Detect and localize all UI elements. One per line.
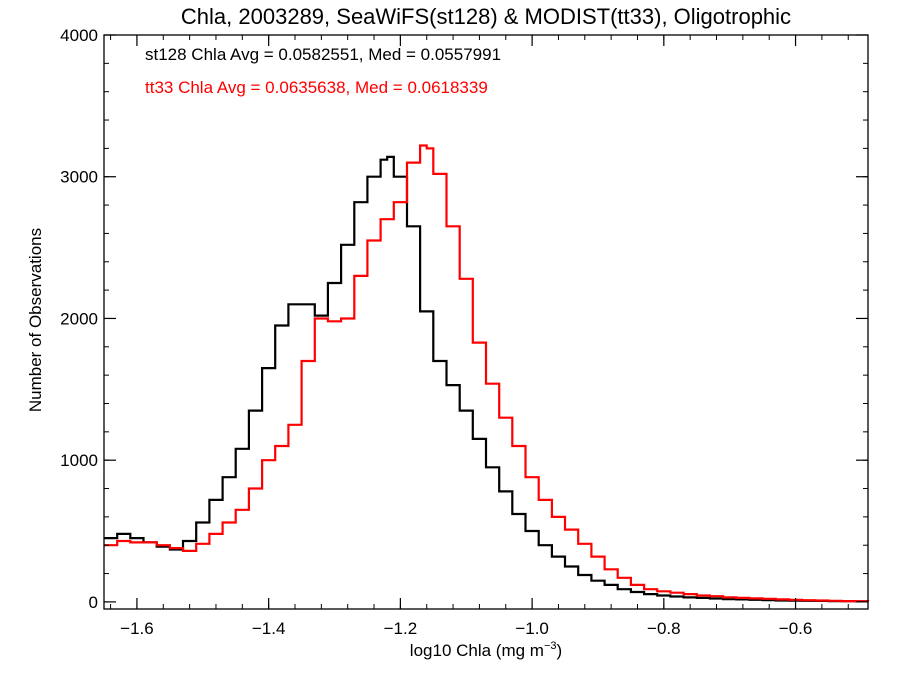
x-tick-label: −0.8 xyxy=(647,619,681,638)
series-line-st128 xyxy=(104,155,870,603)
y-axis-label: Number of Observations xyxy=(26,228,45,412)
annotation-st128: st128 Chla Avg = 0.0582551, Med = 0.0557… xyxy=(145,45,501,64)
chart-title: Chla, 2003289, SeaWiFS(st128) & MODIST(t… xyxy=(181,4,791,29)
plot-frame xyxy=(103,34,869,610)
x-axis-label: log10 Chla (mg m−3) xyxy=(410,640,562,660)
y-tick-label: 3000 xyxy=(60,168,98,187)
series-line-tt33 xyxy=(104,144,870,603)
x-axis: −1.6 −1.4 −1.2 −1.0 −0.8 −0.6 xyxy=(110,35,849,638)
plot-area xyxy=(103,34,870,610)
x-tick-label: −1.2 xyxy=(384,619,418,638)
y-tick-label: 2000 xyxy=(60,309,98,328)
x-tick-label: −0.6 xyxy=(779,619,813,638)
x-tick-label: −1.6 xyxy=(120,619,154,638)
y-axis: 0 1000 2000 3000 4000 xyxy=(60,26,868,612)
y-tick-label: 0 xyxy=(89,593,98,612)
x-tick-label: −1.4 xyxy=(252,619,286,638)
y-tick-label: 4000 xyxy=(60,26,98,45)
x-tick-label: −1.0 xyxy=(515,619,549,638)
y-tick-label: 1000 xyxy=(60,451,98,470)
annotation-tt33: tt33 Chla Avg = 0.0635638, Med = 0.06183… xyxy=(145,78,488,97)
